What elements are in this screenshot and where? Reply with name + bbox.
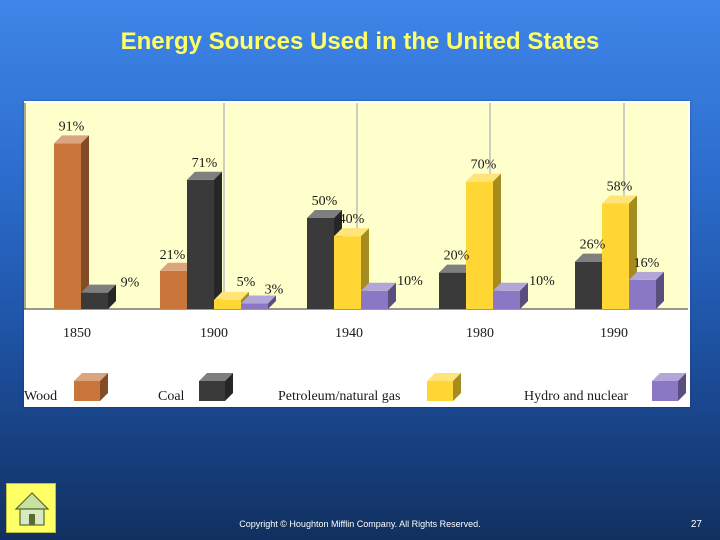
legend-item-coal: Coal (158, 373, 233, 404)
value-label-coal-1850: 9% (121, 276, 140, 291)
bar-top (602, 195, 637, 204)
legend-swatch (74, 381, 100, 401)
legend-label: Wood (24, 389, 57, 404)
bar-front (493, 290, 520, 309)
bar-front (54, 143, 81, 309)
bar-side (214, 171, 222, 309)
bar-front (187, 179, 214, 309)
bar-top (575, 253, 610, 262)
value-label-petroleum-1990: 58% (607, 179, 633, 194)
legend-label: Petroleum/natural gas (278, 389, 400, 404)
bar-top (466, 173, 501, 182)
value-label-coal-1980: 20% (444, 249, 470, 264)
page-number: 27 (690, 519, 702, 530)
bar-side (268, 295, 276, 309)
bar-side (493, 173, 501, 309)
bar-coal-1900 (187, 171, 222, 309)
bar-top (54, 135, 89, 144)
bar-top (439, 264, 474, 273)
value-label-coal-1990: 26% (580, 238, 606, 253)
category-labels: 1850 1900 1940 1980 1990 (63, 326, 628, 341)
bar-side (81, 135, 89, 309)
bar-top (214, 291, 249, 300)
legend-item-hydro: Hydro and nuclear (524, 373, 686, 404)
category-label-1900: 1900 (200, 326, 228, 341)
value-label-petroleum-1940: 40% (339, 212, 365, 227)
category-label-1980: 1980 (466, 326, 494, 341)
bar-hydro-1980 (493, 282, 528, 309)
value-label-coal-1940: 50% (312, 194, 338, 209)
legend-swatch (652, 381, 678, 401)
legend-swatch (199, 381, 225, 401)
bar-top (361, 282, 396, 291)
bar-petroleum-1980 (466, 173, 501, 309)
value-label-hydro-1990: 16% (634, 256, 660, 271)
bar-front (334, 236, 361, 309)
bar-hydro-1940 (361, 282, 396, 309)
value-label-petroleum-1980: 70% (471, 158, 497, 173)
bar-hydro-1990 (629, 271, 664, 309)
value-label-hydro-1980: 10% (529, 274, 555, 289)
bar-coal-1850 (81, 284, 116, 309)
legend-swatch (427, 381, 453, 401)
home-button[interactable] (6, 483, 56, 533)
value-labels: 91% 9% 21% 71% 5% 3% 50%40% 10% 20% 70% 10% 26% 58% 1… (59, 119, 660, 297)
bar-top (187, 171, 222, 180)
bar-petroleum-1940 (334, 228, 369, 309)
category-label-1940: 1940 (335, 326, 363, 341)
bar-front (466, 181, 493, 309)
energy-chart: 91% 9% 21% 71% 5% 3% 50%40% 10% 20% 70% 10% 26% 58% 1… (24, 103, 688, 404)
legend-item-petroleum: Petroleum/natural gas (278, 373, 461, 404)
bar-front (439, 272, 466, 309)
bar-side (108, 284, 116, 309)
bar-petroleum-1990 (602, 195, 637, 309)
category-label-1850: 1850 (63, 326, 91, 341)
chart-panel: 91% 9% 21% 71% 5% 3% 50% 40% 10% 20% 70% 10% 26% 58% 1… (24, 101, 690, 407)
bar-side (520, 282, 528, 309)
bar-top (160, 262, 195, 271)
bar-top (241, 295, 276, 304)
legend-label: Hydro and nuclear (524, 389, 629, 404)
home-icon (14, 492, 50, 526)
legend: Wood Coal Petroleum/natural gas Hydro and n… (24, 373, 686, 404)
bar-top (307, 210, 342, 218)
value-label-wood-1850: 91% (59, 119, 85, 134)
copyright-text: Copyright © Houghton Mifflin Company. Al… (239, 519, 481, 529)
legend-label: Coal (158, 389, 185, 404)
bars (54, 135, 664, 309)
bar-side (656, 271, 664, 309)
bar-front (602, 203, 629, 309)
bar-front (160, 270, 187, 309)
bar-front (214, 299, 241, 309)
bar-front (81, 292, 108, 309)
bar-front (361, 290, 388, 309)
value-label-coal-1900: 71% (192, 156, 218, 171)
bar-top (629, 271, 664, 280)
value-label-wood-1900: 21% (160, 248, 186, 263)
legend-item-wood: Wood (24, 373, 108, 404)
slide-title: Energy Sources Used in the United States (120, 28, 600, 55)
category-label-1990: 1990 (600, 326, 628, 341)
bar-top (81, 284, 116, 293)
bar-front (241, 303, 268, 309)
bar-wood-1850 (54, 135, 89, 309)
bar-front (629, 279, 656, 309)
bar-hydro-1900 (241, 295, 276, 309)
value-label-hydro-1940: 10% (397, 274, 423, 289)
bar-front (307, 218, 334, 309)
value-label-petroleum-1900: 5% (237, 275, 256, 290)
bar-side (388, 282, 396, 309)
bar-coal-1980 (439, 264, 474, 309)
bar-top (334, 228, 369, 237)
value-label-hydro-1900: 3% (265, 283, 284, 298)
bar-front (575, 261, 602, 309)
bar-top (493, 282, 528, 291)
